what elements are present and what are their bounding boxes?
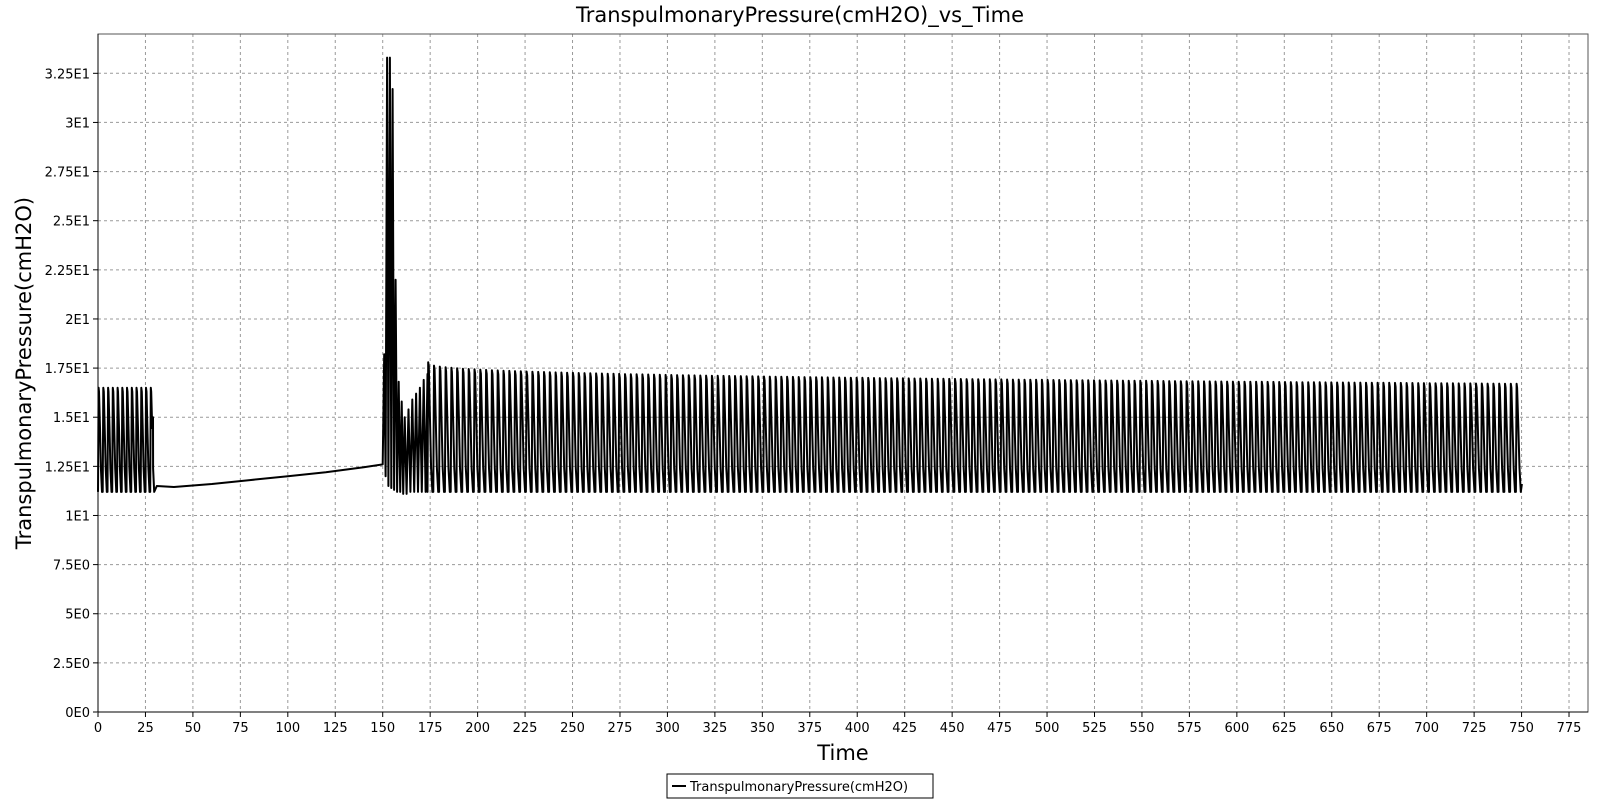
x-axis-label: Time [816,741,868,765]
x-tick-label: 100 [275,721,300,736]
x-tick-label: 125 [323,721,348,736]
x-tick-label: 75 [232,721,249,736]
x-tick-label: 550 [1130,721,1155,736]
x-tick-label: 750 [1509,721,1534,736]
y-tick-label: 2.75E1 [45,166,90,181]
x-tick-label: 500 [1035,721,1060,736]
x-tick-label: 350 [750,721,775,736]
x-tick-label: 175 [418,721,443,736]
x-tick-label: 775 [1557,721,1582,736]
legend-label: TranspulmonaryPressure(cmH2O) [689,780,908,795]
y-tick-label: 1.25E1 [45,460,90,475]
x-tick-label: 675 [1367,721,1392,736]
series-line-transpulmonary-pressure [97,56,1523,495]
y-tick-label: 1E1 [65,509,90,524]
x-tick-label: 525 [1082,721,1107,736]
y-tick-label: 1.5E1 [53,411,90,426]
x-tick-label: 0 [94,721,102,736]
x-tick-label: 50 [185,721,202,736]
legend: TranspulmonaryPressure(cmH2O) [666,773,934,799]
x-tick-label: 300 [655,721,680,736]
x-tick-label: 250 [560,721,585,736]
y-tick-label: 2.5E1 [53,215,90,230]
x-tick-label: 425 [892,721,917,736]
x-tick-label: 725 [1462,721,1487,736]
plot-area [98,34,1588,712]
y-tick-label: 2.5E0 [53,657,90,672]
x-tick-label: 450 [940,721,965,736]
x-tick-label: 225 [513,721,538,736]
x-tick-label: 600 [1224,721,1249,736]
x-tick-label: 700 [1414,721,1439,736]
y-tick-label: 1.75E1 [45,362,90,377]
x-tick-label: 575 [1177,721,1202,736]
y-tick-label: 0E0 [65,706,90,721]
y-tick-label: 7.5E0 [53,559,90,574]
y-tick-label: 5E0 [65,608,90,623]
x-tick-label: 375 [797,721,822,736]
x-tick-label: 625 [1272,721,1297,736]
x-tick-label: 475 [987,721,1012,736]
legend-box [666,773,934,799]
y-tick-label: 2E1 [65,313,90,328]
x-tick-label: 200 [465,721,490,736]
y-tick-label: 3.25E1 [45,67,90,82]
y-tick-label: 3E1 [65,116,90,131]
x-tick-label: 25 [137,721,154,736]
x-tick-label: 275 [608,721,633,736]
y-axis-label: TranspulmonaryPressure(cmH2O) [12,197,36,550]
x-tick-label: 650 [1319,721,1344,736]
y-axis-ticks: 0E0 2.5E0 5E0 7.5E0 1E1 1.25E1 1.5E1 1.75E1 2E1 2… [45,67,98,721]
y-tick-label: 2.25E1 [45,264,90,279]
x-tick-label: 400 [845,721,870,736]
x-axis-ticks: 0 25 50 75 100 125 150 175 200 225 250 275 300 325 350… [94,712,1582,736]
x-tick-label: 325 [702,721,727,736]
chart-title: TranspulmonaryPressure(cmH2O)_vs_Time [575,3,1024,28]
x-tick-label: 150 [370,721,395,736]
